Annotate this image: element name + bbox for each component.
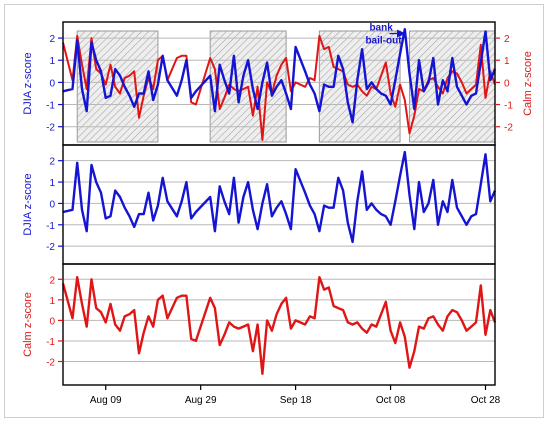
x-tick-label: Oct 28: [471, 395, 501, 406]
djia-axis-tick-label: 1: [49, 178, 55, 189]
x-tick-label: Aug 09: [90, 395, 122, 406]
calm-panel-frame: [62, 263, 496, 386]
x-tick-label: Sep 18: [280, 395, 312, 406]
calm-axis-tick-label: 1: [49, 296, 55, 307]
calm-line: [61, 276, 497, 375]
calm-axis-tick-label: -1: [46, 337, 55, 348]
overlay-right-axis-tick-label: 2: [504, 34, 510, 45]
djia-axis-tick-label: -2: [46, 242, 55, 253]
overlay-right-axis-tick-label: -2: [504, 123, 513, 134]
overlay-right-axis-tick-label: -1: [504, 101, 513, 112]
calm-axis-tick-label: 0: [49, 316, 55, 327]
overlay-left-axis-tick-label: 1: [49, 56, 55, 67]
calm-axis-tick-label: 2: [49, 275, 55, 286]
x-tick-label: Oct 08: [376, 395, 406, 406]
djia-axis-tick-label: -1: [46, 221, 55, 232]
calm-ylabel: Calm z-score: [22, 292, 34, 357]
annotation-line1: bank: [369, 23, 393, 34]
overlay-left-axis-tick-label: -1: [46, 101, 55, 112]
overlay-left-axis-tick-label: 2: [49, 34, 55, 45]
djia-axis-tick-label: 0: [49, 199, 55, 210]
djia-ylabel: DJIA z-score: [22, 173, 34, 235]
overlay-djia-line: [62, 28, 497, 124]
x-tick-label: Aug 29: [185, 395, 217, 406]
calm-axis-tick-label: -2: [46, 358, 55, 369]
figure-frame: -2 -1 0 1 2 -2 -1 0 1 2 DJIA z-score Calm z-score ba…: [4, 4, 544, 418]
djia-axis-tick-label: 2: [49, 157, 55, 168]
annotation-line2: bail-out: [365, 36, 402, 47]
overlay-left-axis-tick-label: 0: [49, 78, 55, 89]
overlay-right-axis-tick-label: 0: [504, 78, 510, 89]
overlay-right-ylabel: Calm z-score: [522, 51, 534, 116]
overlay-left-axis-tick-label: -2: [46, 123, 55, 134]
figure-svg: -2 -1 0 1 2 -2 -1 0 1 2 DJIA z-score Calm z-score ba…: [22, 21, 534, 406]
overlay-right-axis-tick-label: 1: [504, 56, 510, 67]
djia-line: [62, 150, 497, 244]
overlay-left-ylabel: DJIA z-score: [22, 52, 34, 114]
